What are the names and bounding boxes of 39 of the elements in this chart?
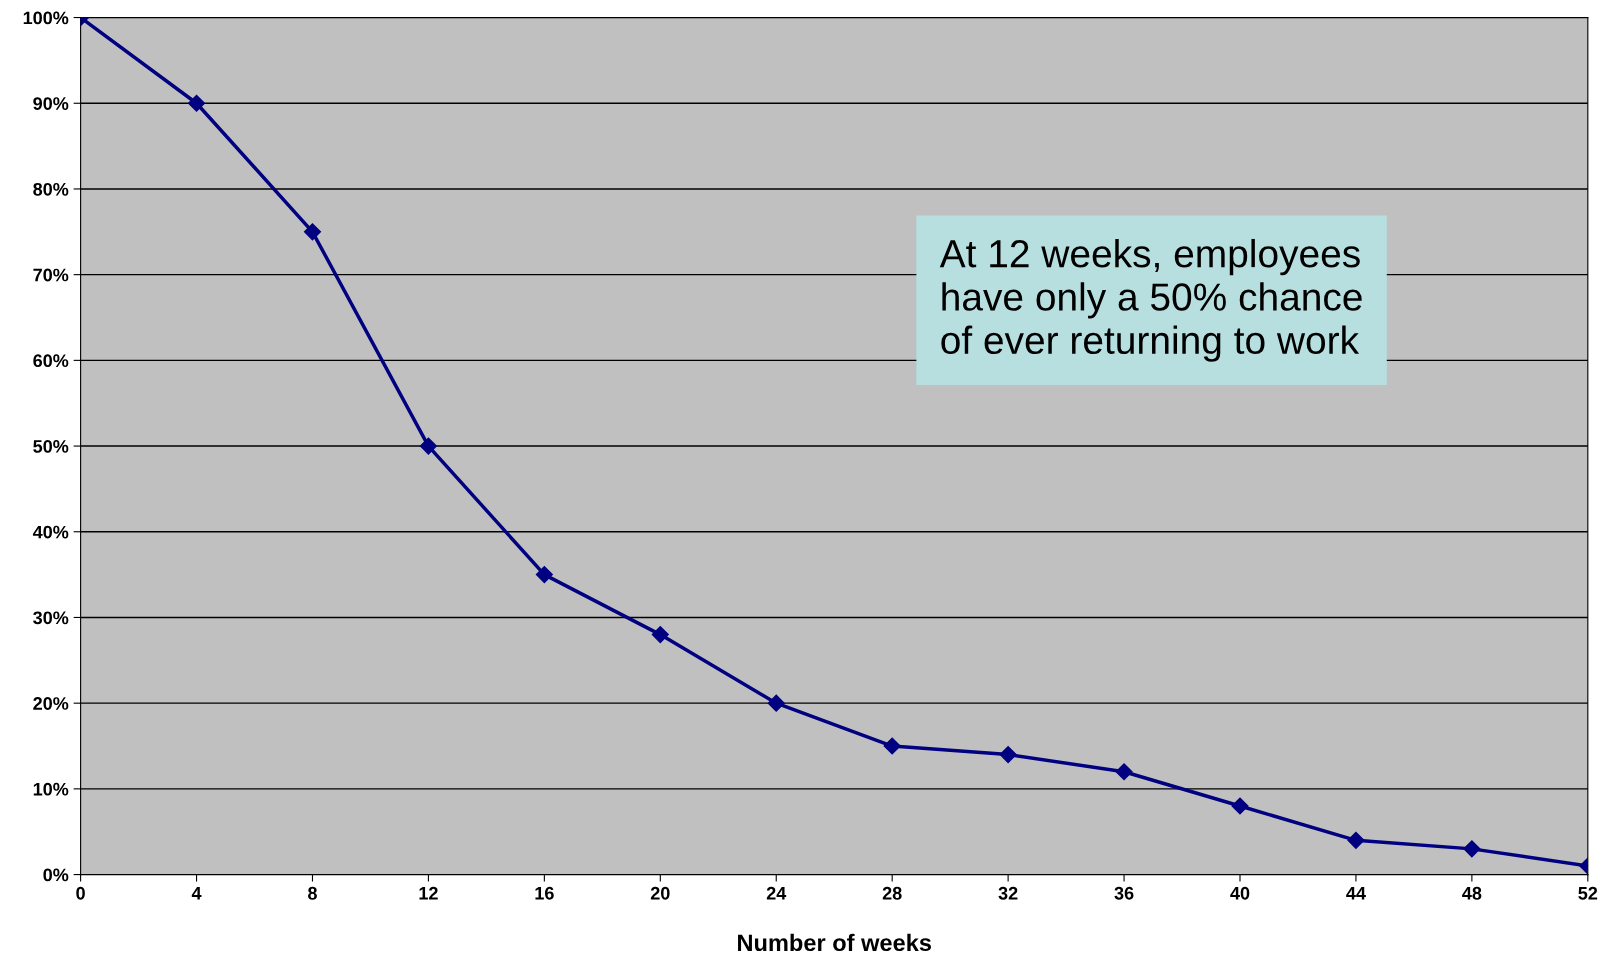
point [883, 737, 901, 755]
y-tick-label: 100% [23, 11, 69, 25]
x-tick-label: 24 [766, 886, 787, 900]
y-tick-label: 80% [33, 182, 69, 196]
point [651, 626, 669, 644]
y-tick-label: 30% [33, 611, 69, 625]
point [1463, 840, 1481, 858]
x-tick-label: 4 [191, 887, 202, 900]
x-tick-label: 28 [882, 886, 902, 900]
x-tick-label: 36 [1114, 886, 1134, 900]
x-tick-label: 44 [1346, 887, 1366, 900]
point [767, 694, 785, 712]
x-axis-title: Number of weeks [738, 933, 931, 952]
y-tick-label: 90% [33, 97, 69, 110]
y-tick-label: 70% [33, 268, 69, 282]
point [999, 746, 1017, 764]
point [1347, 831, 1365, 849]
y-tick-label: 10% [33, 782, 69, 796]
x-tick-label: 48 [1462, 886, 1482, 900]
x-tick-label: 0 [76, 886, 85, 900]
x-tick-label: 52 [1578, 886, 1598, 900]
point [303, 223, 322, 241]
x-tick-label: 40 [1230, 886, 1250, 900]
y-tick-label: 20% [33, 697, 69, 710]
point [1115, 763, 1133, 781]
x-tick-label: 20 [650, 886, 670, 900]
point [187, 94, 206, 112]
x-tick-label: 32 [998, 886, 1018, 900]
annotation: At 12 weeks, employees have only a 50% chance of ever returning to work [939, 238, 1362, 362]
point [1231, 797, 1249, 815]
x-tick-label: 8 [308, 886, 317, 900]
x-tick-label: 16 [535, 886, 554, 900]
y-tick-label: 60% [33, 354, 69, 368]
y-tick-label: 0% [43, 868, 69, 882]
x-tick-label: 12 [419, 886, 438, 900]
point [419, 437, 437, 455]
y-tick-label: 40% [32, 525, 69, 539]
point [535, 566, 553, 584]
y-tick-label: 50% [33, 440, 69, 453]
